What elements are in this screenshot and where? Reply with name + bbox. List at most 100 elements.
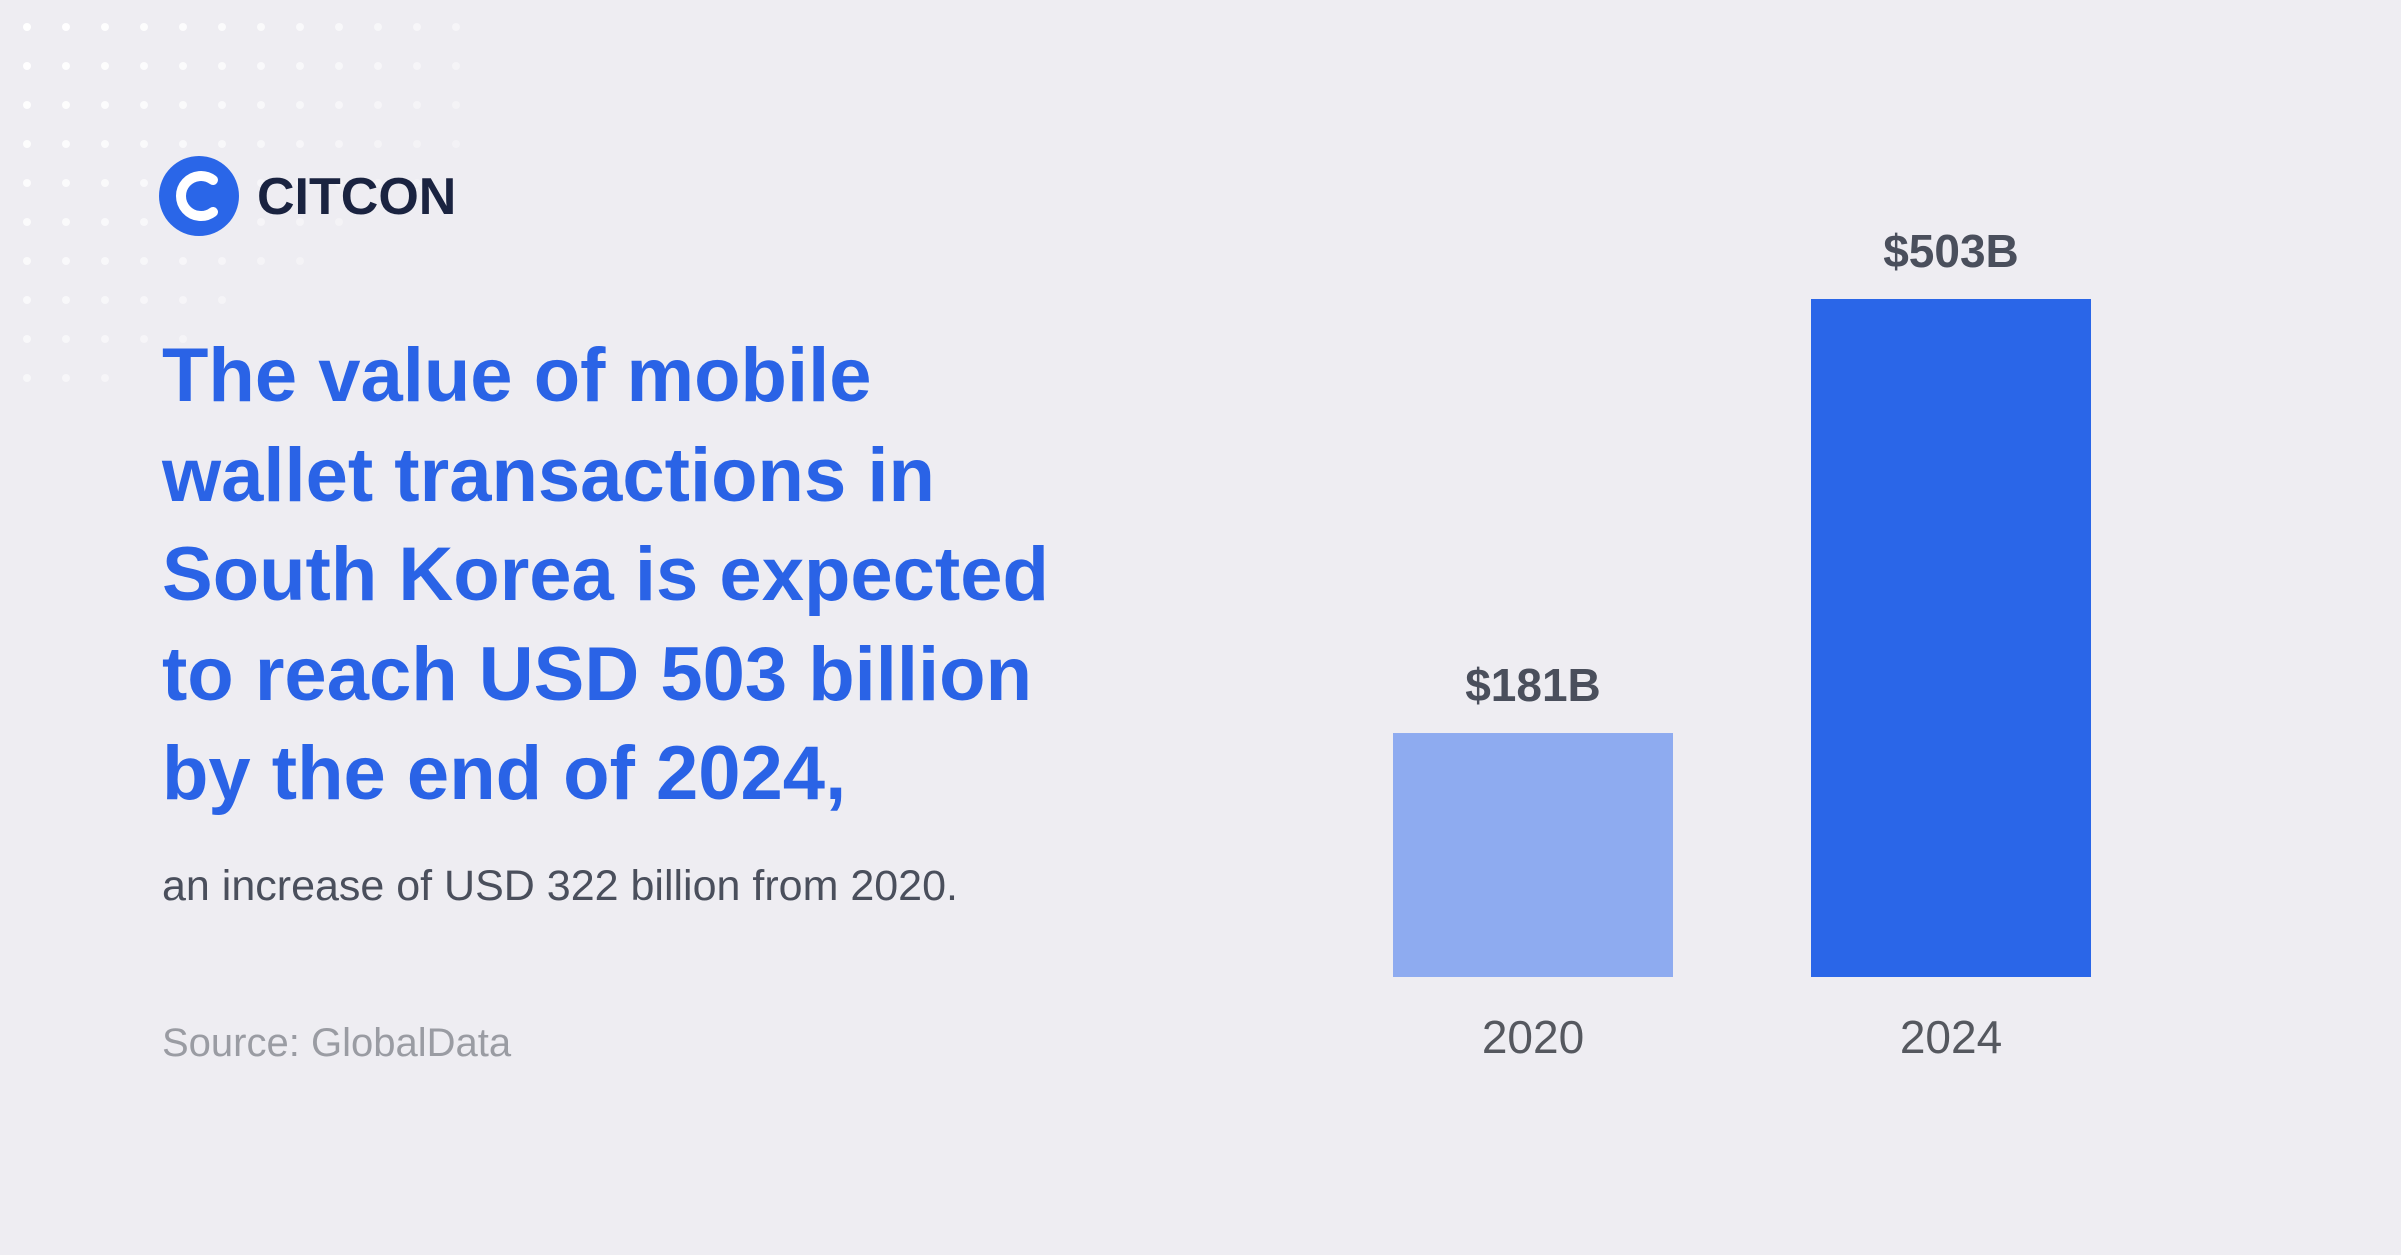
dot [62, 335, 70, 343]
dot [452, 62, 460, 70]
dot [101, 23, 109, 31]
dot [335, 218, 343, 226]
dot [413, 140, 421, 148]
dot [257, 218, 265, 226]
source: Source: GlobalData [162, 1021, 512, 1065]
dot [140, 140, 148, 148]
dot [374, 140, 382, 148]
logo-mark [176, 171, 218, 221]
value-label: $503B [1883, 225, 2019, 277]
dot [296, 257, 304, 265]
dot [23, 23, 31, 31]
dot [23, 257, 31, 265]
dot [101, 140, 109, 148]
dot [23, 374, 31, 382]
dot [218, 296, 226, 304]
dot [179, 296, 187, 304]
dot [335, 179, 343, 187]
dot [335, 62, 343, 70]
dot [257, 179, 265, 187]
dot [374, 101, 382, 109]
headline-line: South Korea is expected [162, 532, 1049, 617]
logo-icon [159, 156, 239, 236]
dot-pattern [23, 23, 460, 382]
headline-line: to reach USD 503 billion [162, 632, 1032, 717]
dot [140, 296, 148, 304]
dot [140, 218, 148, 226]
dot [413, 23, 421, 31]
headline-line: The value of mobile [162, 333, 871, 418]
dot [23, 296, 31, 304]
bar [1393, 733, 1673, 977]
dot [179, 257, 187, 265]
dot [101, 62, 109, 70]
headline-line: wallet transactions in [161, 433, 935, 518]
dot [62, 218, 70, 226]
dot [101, 257, 109, 265]
dot [23, 140, 31, 148]
dot [101, 296, 109, 304]
subtext: an increase of USD 322 billion from 2020… [162, 862, 958, 910]
dot [23, 62, 31, 70]
dot [179, 335, 187, 343]
dot [140, 257, 148, 265]
dot [218, 257, 226, 265]
dot [335, 23, 343, 31]
dot [257, 257, 265, 265]
dot [257, 23, 265, 31]
dot [296, 179, 304, 187]
x-tick-label: 2024 [1900, 1011, 2002, 1063]
dot [257, 101, 265, 109]
dot [62, 374, 70, 382]
dot [374, 23, 382, 31]
dot [140, 101, 148, 109]
dot [62, 140, 70, 148]
dot [179, 101, 187, 109]
dot [218, 140, 226, 148]
dot [101, 218, 109, 226]
dot [101, 101, 109, 109]
dot [335, 140, 343, 148]
dot [257, 140, 265, 148]
dot [296, 23, 304, 31]
dot [179, 140, 187, 148]
dot [62, 101, 70, 109]
dot [452, 23, 460, 31]
dot [413, 101, 421, 109]
dot [179, 62, 187, 70]
dot [335, 101, 343, 109]
dot [296, 101, 304, 109]
dot [62, 257, 70, 265]
dot [179, 23, 187, 31]
dot [101, 335, 109, 343]
bar [1811, 299, 2091, 977]
dot [218, 101, 226, 109]
dot [140, 335, 148, 343]
dot [257, 62, 265, 70]
dot [23, 179, 31, 187]
dot [452, 101, 460, 109]
dot [140, 179, 148, 187]
dot [23, 335, 31, 343]
dot [140, 23, 148, 31]
dot [62, 62, 70, 70]
dot [296, 140, 304, 148]
brand-name: CITCON [257, 168, 456, 226]
headline-line: by the end of 2024, [162, 731, 846, 816]
dot [62, 296, 70, 304]
dot [62, 179, 70, 187]
dot [23, 101, 31, 109]
dot [218, 23, 226, 31]
value-label: $181B [1465, 659, 1601, 711]
dot [374, 179, 382, 187]
dot [101, 179, 109, 187]
dot [23, 218, 31, 226]
dot [296, 62, 304, 70]
dot [374, 62, 382, 70]
dot [62, 23, 70, 31]
dot [413, 179, 421, 187]
dot [452, 140, 460, 148]
dot [140, 62, 148, 70]
dot [413, 62, 421, 70]
